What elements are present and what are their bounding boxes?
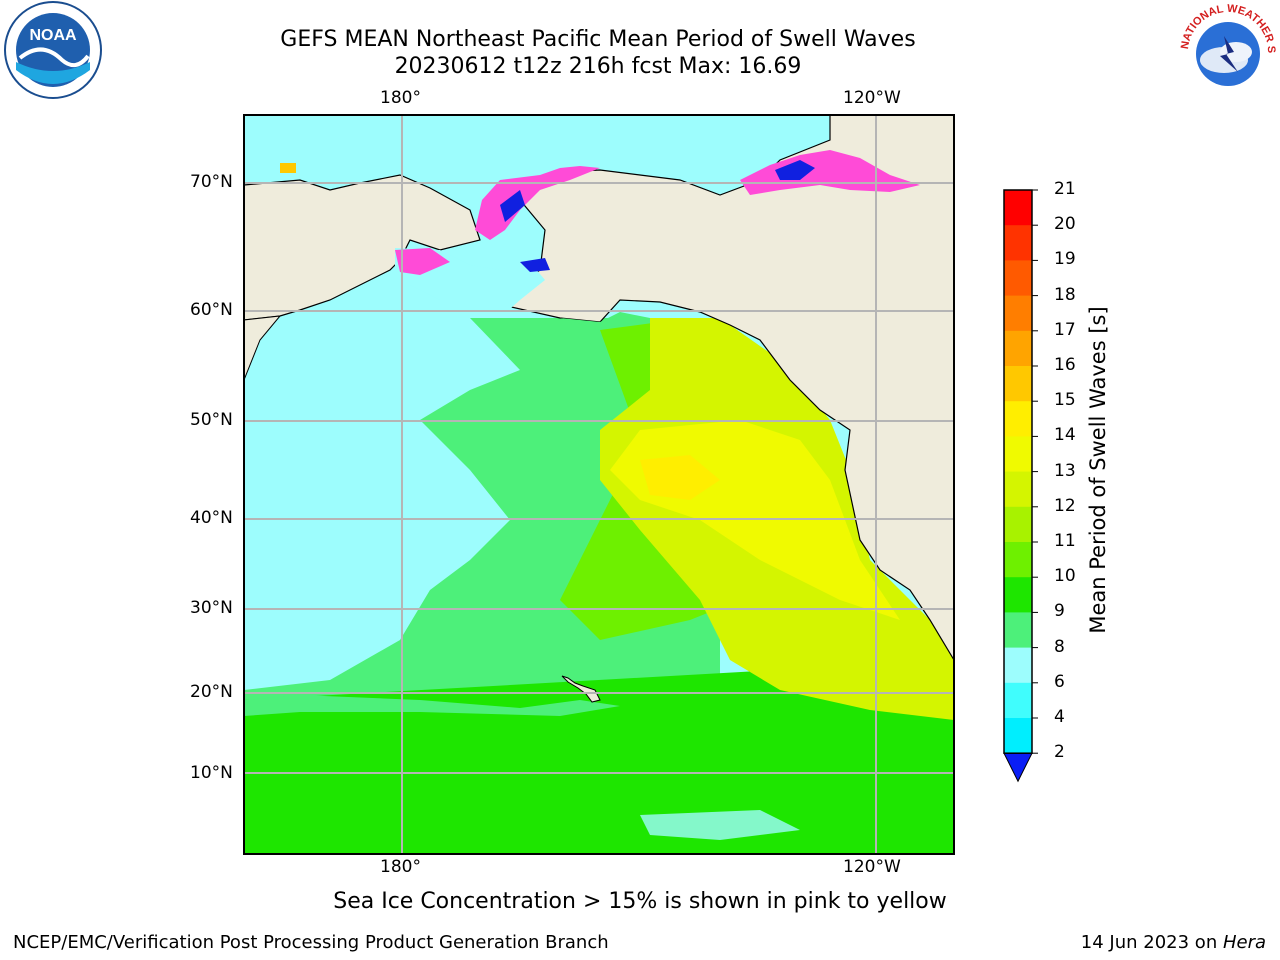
colorbar-extend-triangle [1003,752,1033,783]
colorbar-label: 13 [1054,460,1076,481]
colorbar-label: 19 [1054,249,1076,270]
colorbar-segment [1004,542,1032,578]
chart-title: GEFS MEAN Northeast Pacific Mean Period … [280,27,916,52]
colorbar [1003,189,1038,783]
colorbar-segment [1004,682,1032,719]
gulf-of-alaska [560,312,650,330]
land-kamchatka [244,315,282,381]
footer-date-text: 14 Jun 2023 on [1080,932,1223,953]
swell-9-band-south [640,810,800,840]
colorbar-label: 11 [1054,531,1076,551]
lon-label-bottom-180: 180° [380,857,421,877]
footer-credit: NCEP/EMC/Verification Post Processing Pr… [13,932,609,953]
sea-ice-bering [395,248,450,275]
nws-logo: NATIONAL WEATHER SERVICE [1176,0,1277,100]
colorbar-segment [1004,506,1032,543]
colorbar-segment [1004,401,1032,437]
lat-label-20n: 20°N [190,682,233,702]
colorbar-segment [1004,366,1032,402]
lat-label-40n: 40°N [190,508,233,528]
colorbar-label: 15 [1054,390,1076,411]
colorbar-label: 16 [1054,355,1076,375]
sea-ice-note: Sea Ice Concentration > 15% is shown in … [333,889,947,914]
swell-max-region [640,455,720,500]
colorbar-segment [1004,225,1032,261]
lat-label-10n: 10°N [190,763,233,783]
colorbar-label: 14 [1054,425,1076,446]
colorbar-segment [1004,295,1032,332]
sea-ice-beaufort-core [775,160,815,180]
lon-label-bottom-120w: 120°W [843,857,901,877]
colorbar-label: 6 [1054,671,1065,692]
lat-label-50n: 50°N [190,410,233,430]
colorbar-segment [1004,577,1032,613]
lat-label-70n: 70°N [190,172,233,192]
swell-9-band-south-2 [244,695,620,716]
sea-ice-bering-core [520,258,550,272]
lon-label-top-180: 180° [380,88,421,108]
colorbar-title: Mean Period of Swell Waves [s] [1086,306,1110,634]
lat-label-30n: 30°N [190,598,233,618]
noaa-logo-text: NOAA [29,27,77,44]
colorbar-segment [1004,190,1032,226]
colorbar-segment [1004,436,1032,473]
colorbar-segment [1004,330,1032,367]
colorbar-segment [1004,612,1032,649]
colorbar-label: 2 [1054,742,1065,763]
hawaii-islands [561,675,601,703]
map-frame [243,114,955,855]
colorbar-label: 20 [1054,214,1076,235]
footer-machine: Hera [1222,932,1266,953]
colorbar-label: 12 [1054,495,1076,516]
sea-ice-chukchi [475,166,600,240]
chart-subtitle: 20230612 t12z 216h fcst Max: 16.69 [394,54,802,79]
noaa-logo: NOAA [4,1,102,99]
colorbar-label: 8 [1054,636,1065,657]
sea-ice-patch [280,163,296,173]
footer-date: 14 Jun 2023 on Hera [1081,932,1266,953]
lon-label-top-120w: 120°W [843,88,901,108]
colorbar-label: 10 [1054,566,1076,587]
colorbar-segment [1004,647,1032,684]
sea-ice-chukchi-core [500,190,525,222]
colorbar-label: 17 [1054,319,1076,340]
lat-label-60n: 60°N [190,300,233,320]
colorbar-label: 9 [1054,601,1065,622]
colorbar-label: 4 [1054,707,1065,727]
colorbar-label: 18 [1054,284,1076,305]
graticule [244,115,954,854]
colorbar-segment [1004,260,1032,297]
colorbar-label: 21 [1054,179,1076,199]
colorbar-segment [1004,471,1032,508]
colorbar-segment [1004,718,1032,754]
